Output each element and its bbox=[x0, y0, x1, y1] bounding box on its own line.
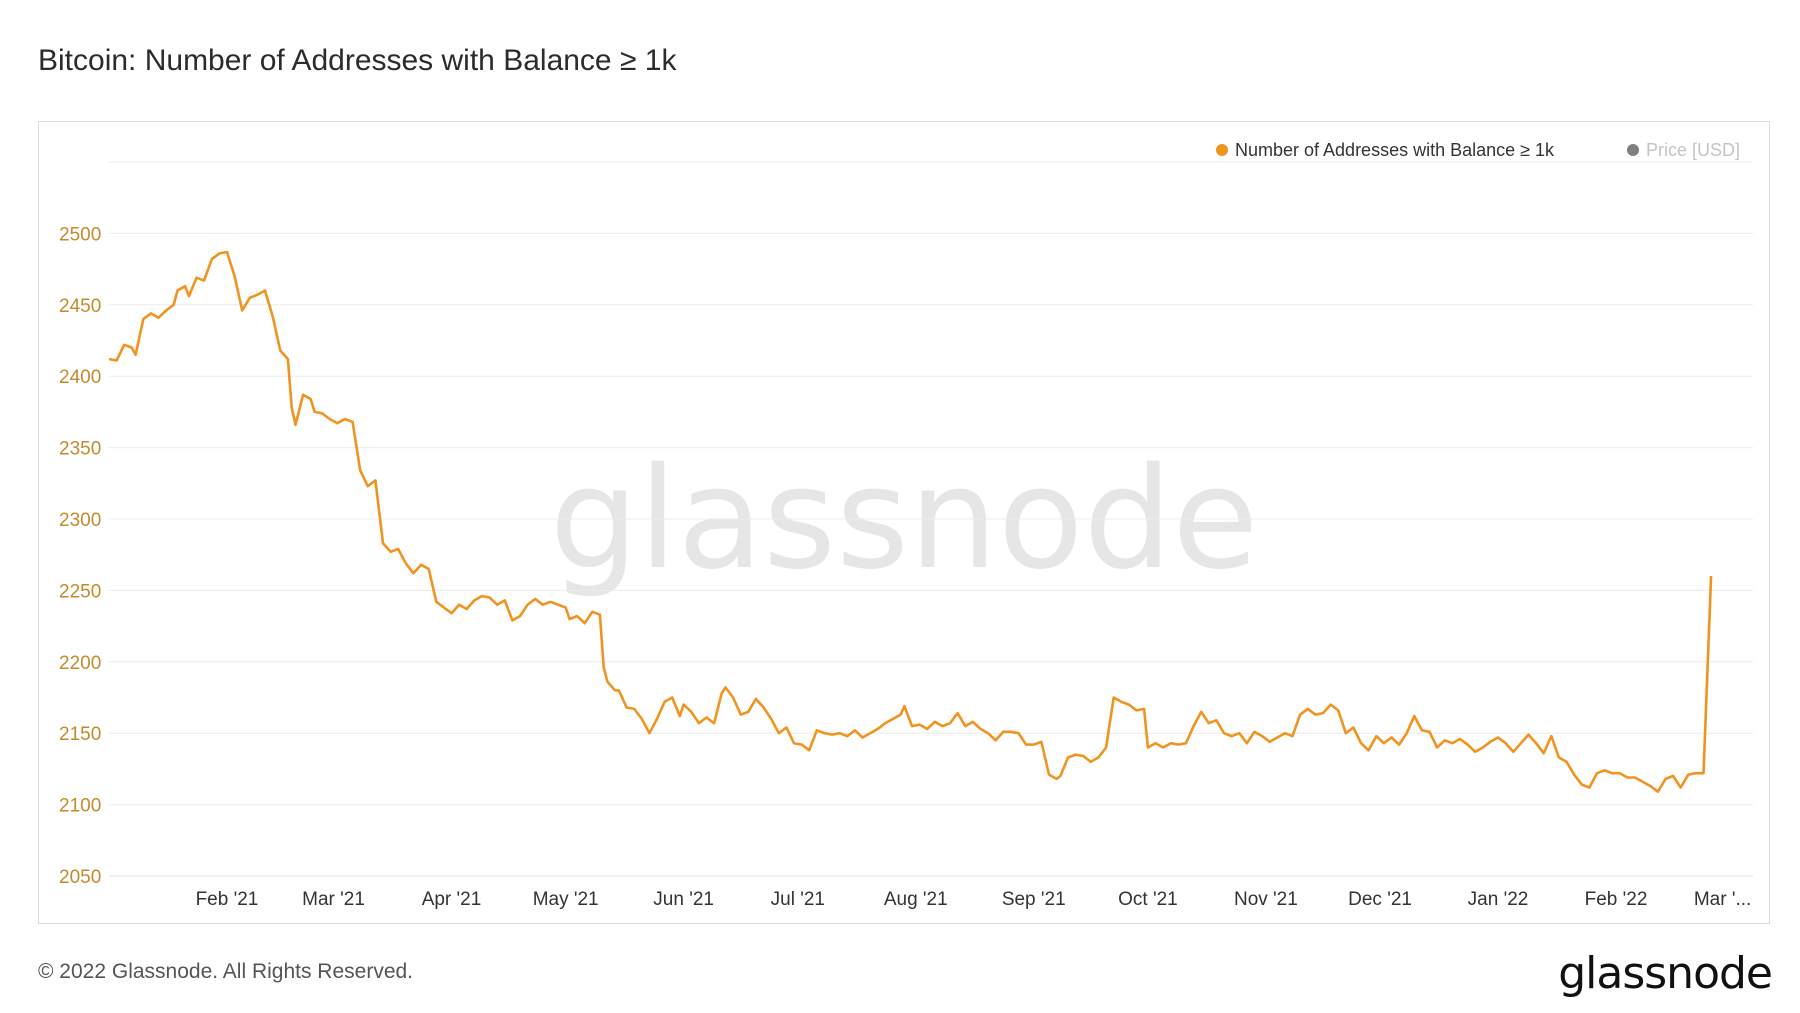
copyright-text: © 2022 Glassnode. All Rights Reserved. bbox=[38, 960, 414, 983]
y-tick-label: 2150 bbox=[59, 724, 101, 745]
x-tick-label: Jun '21 bbox=[653, 889, 714, 910]
x-tick-label: Jan '22 bbox=[1468, 889, 1529, 910]
x-tick-label: Apr '21 bbox=[422, 889, 482, 910]
legend-label-price: Price [USD] bbox=[1646, 140, 1740, 160]
legend: Number of Addresses with Balance ≥ 1k Pr… bbox=[1216, 140, 1740, 160]
x-tick-label: Mar '... bbox=[1694, 889, 1751, 910]
y-tick-label: 2050 bbox=[59, 867, 101, 888]
y-tick-label: 2200 bbox=[59, 653, 101, 674]
x-tick-label: Oct '21 bbox=[1118, 889, 1178, 910]
x-tick-label: Feb '22 bbox=[1585, 889, 1648, 910]
y-tick-label: 2300 bbox=[59, 510, 101, 531]
glassnode-logo[interactable]: glassnode bbox=[1558, 948, 1773, 999]
x-tick-label: Jul '21 bbox=[771, 889, 825, 910]
x-tick-label: Dec '21 bbox=[1348, 889, 1412, 910]
y-tick-label: 2400 bbox=[59, 367, 101, 388]
legend-item-addresses[interactable]: Number of Addresses with Balance ≥ 1k bbox=[1216, 140, 1555, 160]
x-tick-label: Nov '21 bbox=[1234, 889, 1298, 910]
legend-label-addresses: Number of Addresses with Balance ≥ 1k bbox=[1235, 140, 1555, 160]
grid-lines bbox=[109, 161, 1753, 877]
y-tick-label: 2500 bbox=[59, 224, 101, 245]
y-tick-label: 2350 bbox=[59, 439, 101, 460]
x-tick-label: Aug '21 bbox=[884, 889, 948, 910]
series-line-addresses bbox=[108, 250, 1713, 793]
x-tick-label: May '21 bbox=[533, 889, 599, 910]
y-axis: 2050 2100 2150 2200 2250 2300 2350 2400 2450 2500 bbox=[59, 224, 101, 888]
y-tick-label: 2100 bbox=[59, 796, 101, 817]
chart-title: Bitcoin: Number of Addresses with Balanc… bbox=[38, 44, 677, 77]
chart-panel: glassnode 2050 2100 2150 2200 2250 2300 2350 24… bbox=[38, 121, 1770, 924]
y-tick-label: 2250 bbox=[59, 581, 101, 602]
x-axis: Feb '21 Mar '21 Apr '21 May '21 Jun '21 Jul '… bbox=[196, 889, 1752, 910]
legend-dot-price bbox=[1627, 144, 1639, 156]
y-tick-label: 2450 bbox=[59, 296, 101, 317]
line-chart: glassnode 205021002150220022502300235024… bbox=[59, 140, 1753, 910]
legend-item-price[interactable]: Price [USD] bbox=[1627, 140, 1740, 160]
x-tick-label: Mar '21 bbox=[302, 889, 365, 910]
x-tick-label: Feb '21 bbox=[196, 889, 259, 910]
x-tick-label: Sep '21 bbox=[1002, 889, 1066, 910]
legend-dot-addresses bbox=[1216, 144, 1228, 156]
